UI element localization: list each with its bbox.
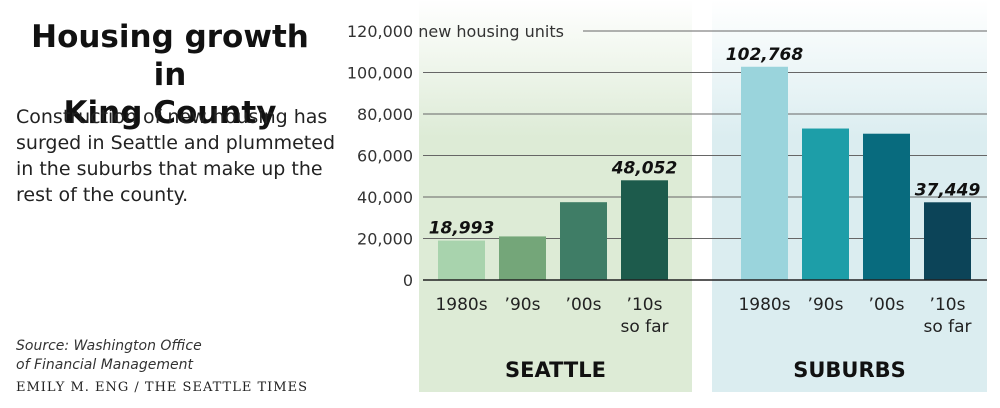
data-label: 102,768 xyxy=(726,45,804,65)
y-tick-label: 60,000 xyxy=(357,147,413,166)
bar-seattle-1 xyxy=(499,236,546,280)
source-line-2: of Financial Management xyxy=(16,357,193,373)
bar-suburbs-2 xyxy=(863,133,910,280)
y-tick-label: 120,000 new housing units xyxy=(347,22,564,41)
x-tick-label: ’00s xyxy=(869,295,905,315)
x-tick-label: 1980s xyxy=(435,295,487,315)
bar-seattle-0 xyxy=(438,240,485,280)
bar-suburbs-1 xyxy=(802,128,849,280)
group-label-suburbs: SUBURBS xyxy=(793,358,906,382)
x-tick-label: 1980s xyxy=(738,295,790,315)
y-tick-label: 40,000 xyxy=(357,188,413,207)
title-line-1: Housing growth in xyxy=(31,19,309,93)
data-label: 18,993 xyxy=(429,219,495,239)
bar-seattle-3 xyxy=(621,180,668,280)
credit-line: EMILY M. ENG / THE SEATTLE TIMES xyxy=(16,380,308,395)
source-line-1: Source: Washington Office xyxy=(16,338,202,354)
x-tick-label: ’00s xyxy=(566,295,602,315)
data-label: 48,052 xyxy=(611,158,678,178)
chart-subtitle: Construction of new housing has surged i… xyxy=(16,106,336,206)
chart-title: Housing growth in King County xyxy=(10,18,330,132)
group-label-seattle: SEATTLE xyxy=(505,358,606,382)
x-tick-label: so far xyxy=(620,317,668,337)
x-tick-label: ’90s xyxy=(505,295,541,315)
bar-suburbs-0 xyxy=(741,66,788,280)
y-tick-label: 80,000 xyxy=(357,105,413,124)
x-tick-label: ’10s xyxy=(930,295,966,315)
bar-seattle-2 xyxy=(560,202,607,280)
data-label: 37,449 xyxy=(915,180,981,200)
title-line-2: King County xyxy=(63,95,277,131)
x-tick-label: so far xyxy=(923,317,971,337)
y-tick-label: 20,000 xyxy=(357,230,413,249)
source-note: Source: Washington Office of Financial M… xyxy=(16,337,316,375)
y-tick-label: 100,000 xyxy=(347,64,413,83)
y-tick-label: 0 xyxy=(403,271,413,290)
bar-suburbs-3 xyxy=(924,202,971,280)
x-tick-label: ’10s xyxy=(627,295,663,315)
x-tick-label: ’90s xyxy=(808,295,844,315)
